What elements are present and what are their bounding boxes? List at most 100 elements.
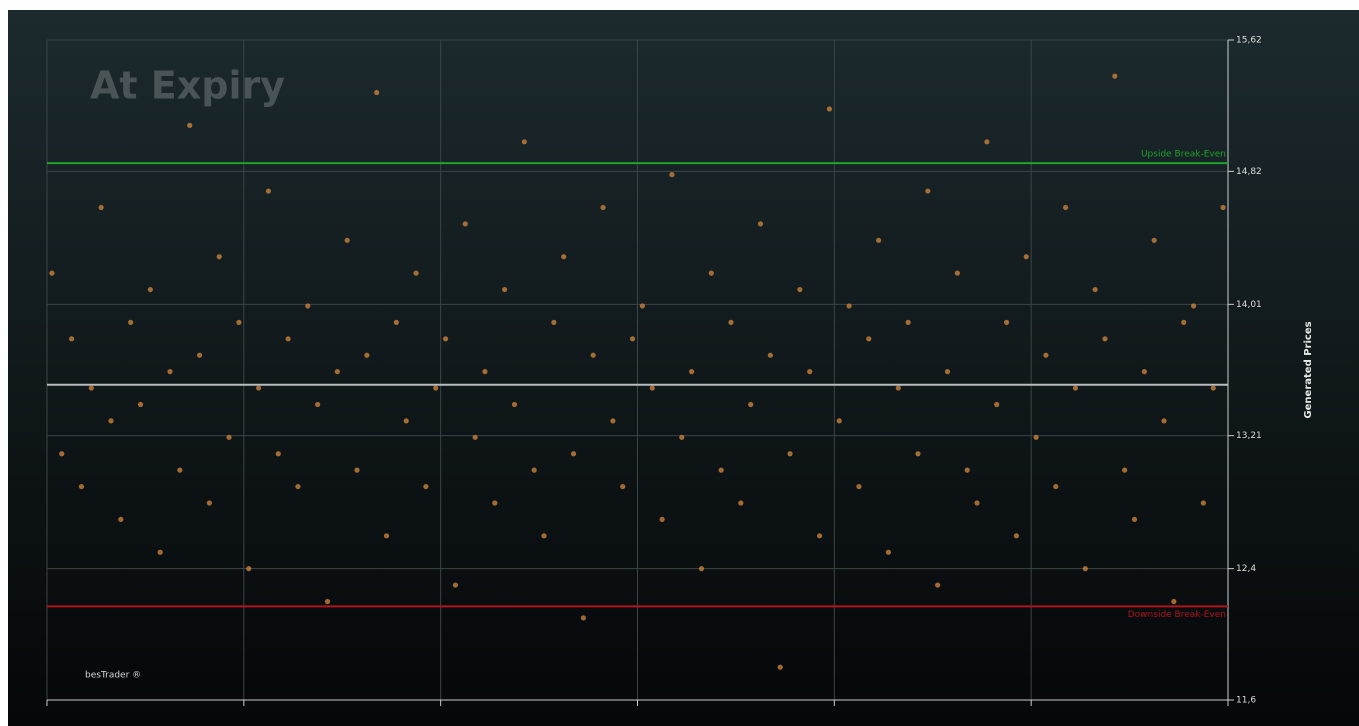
point	[285, 336, 291, 342]
point	[88, 385, 94, 391]
point	[708, 270, 714, 276]
point	[1151, 237, 1157, 243]
point	[1072, 385, 1079, 391]
point	[570, 451, 577, 457]
point	[718, 467, 724, 473]
point	[1210, 385, 1216, 391]
point	[324, 598, 331, 605]
point	[1171, 598, 1177, 605]
reference-label: Downside Break-Even	[1128, 610, 1226, 620]
point	[354, 467, 360, 473]
point	[118, 516, 124, 523]
point	[393, 319, 399, 325]
point	[580, 615, 586, 621]
point	[629, 336, 636, 342]
point	[639, 303, 646, 309]
reference-label: Upside Break-Even	[1141, 150, 1226, 160]
point	[669, 172, 675, 178]
point	[1033, 434, 1039, 440]
point	[98, 204, 104, 211]
point	[1220, 204, 1226, 211]
point	[1141, 369, 1147, 375]
point	[49, 270, 55, 276]
point	[1161, 418, 1167, 424]
point	[521, 139, 527, 145]
point	[344, 237, 350, 243]
point	[364, 352, 370, 358]
point	[561, 254, 567, 260]
point	[492, 500, 498, 506]
point	[846, 303, 852, 309]
point	[856, 483, 862, 490]
point	[1181, 319, 1187, 325]
point	[78, 483, 85, 490]
point	[610, 418, 616, 424]
point	[59, 451, 65, 457]
point	[659, 516, 665, 523]
point	[994, 401, 1000, 408]
point	[876, 237, 882, 243]
y-tick-label: 11,6	[1236, 696, 1256, 706]
point	[1131, 516, 1138, 523]
point	[620, 483, 626, 490]
point	[265, 188, 272, 194]
point	[69, 336, 75, 342]
point	[383, 533, 390, 539]
point	[442, 336, 449, 342]
point	[738, 500, 744, 506]
point	[216, 254, 222, 260]
point	[757, 221, 764, 227]
point	[128, 319, 134, 325]
point	[374, 89, 380, 96]
point	[1200, 500, 1206, 506]
point	[689, 369, 695, 375]
point	[1043, 352, 1049, 358]
point	[866, 336, 872, 342]
point	[246, 566, 252, 572]
point	[1082, 566, 1088, 572]
chart-title: At Expiry	[90, 64, 285, 108]
point	[226, 434, 232, 440]
point	[462, 221, 468, 227]
point	[1063, 204, 1069, 211]
point	[797, 286, 803, 293]
point	[777, 664, 783, 670]
point	[905, 319, 911, 325]
point	[915, 451, 921, 457]
point	[816, 533, 823, 539]
point	[108, 418, 114, 424]
point	[177, 467, 183, 473]
point	[826, 106, 833, 112]
point	[541, 533, 547, 539]
point	[236, 319, 242, 325]
point	[679, 434, 685, 440]
y-tick-label: 13,21	[1236, 431, 1262, 441]
point	[964, 467, 970, 473]
point	[1013, 533, 1020, 539]
point	[305, 303, 311, 309]
point	[974, 500, 980, 506]
point	[334, 369, 340, 375]
point	[1003, 319, 1010, 325]
point	[590, 352, 596, 358]
point	[167, 369, 173, 375]
point	[935, 582, 941, 588]
point	[255, 385, 262, 391]
point	[315, 401, 321, 408]
point	[600, 204, 606, 211]
point	[482, 369, 488, 375]
point	[954, 270, 960, 276]
point	[413, 270, 419, 276]
point	[836, 418, 842, 424]
point	[137, 401, 144, 408]
point	[807, 369, 813, 375]
point	[787, 451, 793, 457]
y-tick-label: 15,62	[1236, 36, 1262, 46]
watermark: besTrader ®	[85, 671, 141, 681]
point	[895, 385, 901, 391]
point	[767, 352, 773, 358]
point	[403, 418, 409, 424]
point	[1112, 73, 1118, 79]
point	[1190, 303, 1197, 309]
